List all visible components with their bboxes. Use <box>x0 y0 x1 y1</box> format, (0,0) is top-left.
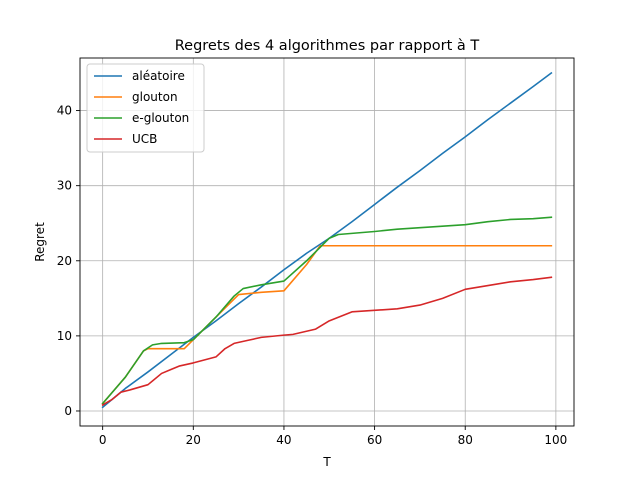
legend-label-aleatoire: aléatoire <box>132 69 185 83</box>
legend-label-glouton: glouton <box>132 90 178 104</box>
x-tick-label: 80 <box>458 433 473 447</box>
series-line-ucb <box>101 276 553 407</box>
y-tick-label: 20 <box>57 254 72 268</box>
legend-label-e-glouton: e-glouton <box>132 111 189 125</box>
series-lines <box>101 71 553 409</box>
y-tick-label: 10 <box>57 329 72 343</box>
y-tick-label: 30 <box>57 179 72 193</box>
x-tick-label: 40 <box>276 433 291 447</box>
chart-title: Regrets des 4 algorithmes par rapport à … <box>175 38 480 54</box>
x-tick-label: 60 <box>367 433 382 447</box>
y-tick-label: 40 <box>57 104 72 118</box>
y-tick-label: 0 <box>64 404 72 418</box>
legend-label-ucb: UCB <box>132 132 157 146</box>
legend-box <box>86 63 205 153</box>
grid <box>80 58 574 426</box>
plot-frame <box>79 57 575 427</box>
x-tick-label: 100 <box>544 433 567 447</box>
legend: aléatoire glouton e-glouton UCB <box>86 63 205 153</box>
x-tick-label: 20 <box>186 433 201 447</box>
x-tick-label: 0 <box>99 433 107 447</box>
axis-ticks: 0 20 40 60 80 100 0 10 20 30 40 <box>57 104 568 447</box>
series-line-e-glouton <box>101 216 553 405</box>
x-axis-label: T <box>322 455 331 469</box>
y-axis-label: Regret <box>33 222 47 262</box>
